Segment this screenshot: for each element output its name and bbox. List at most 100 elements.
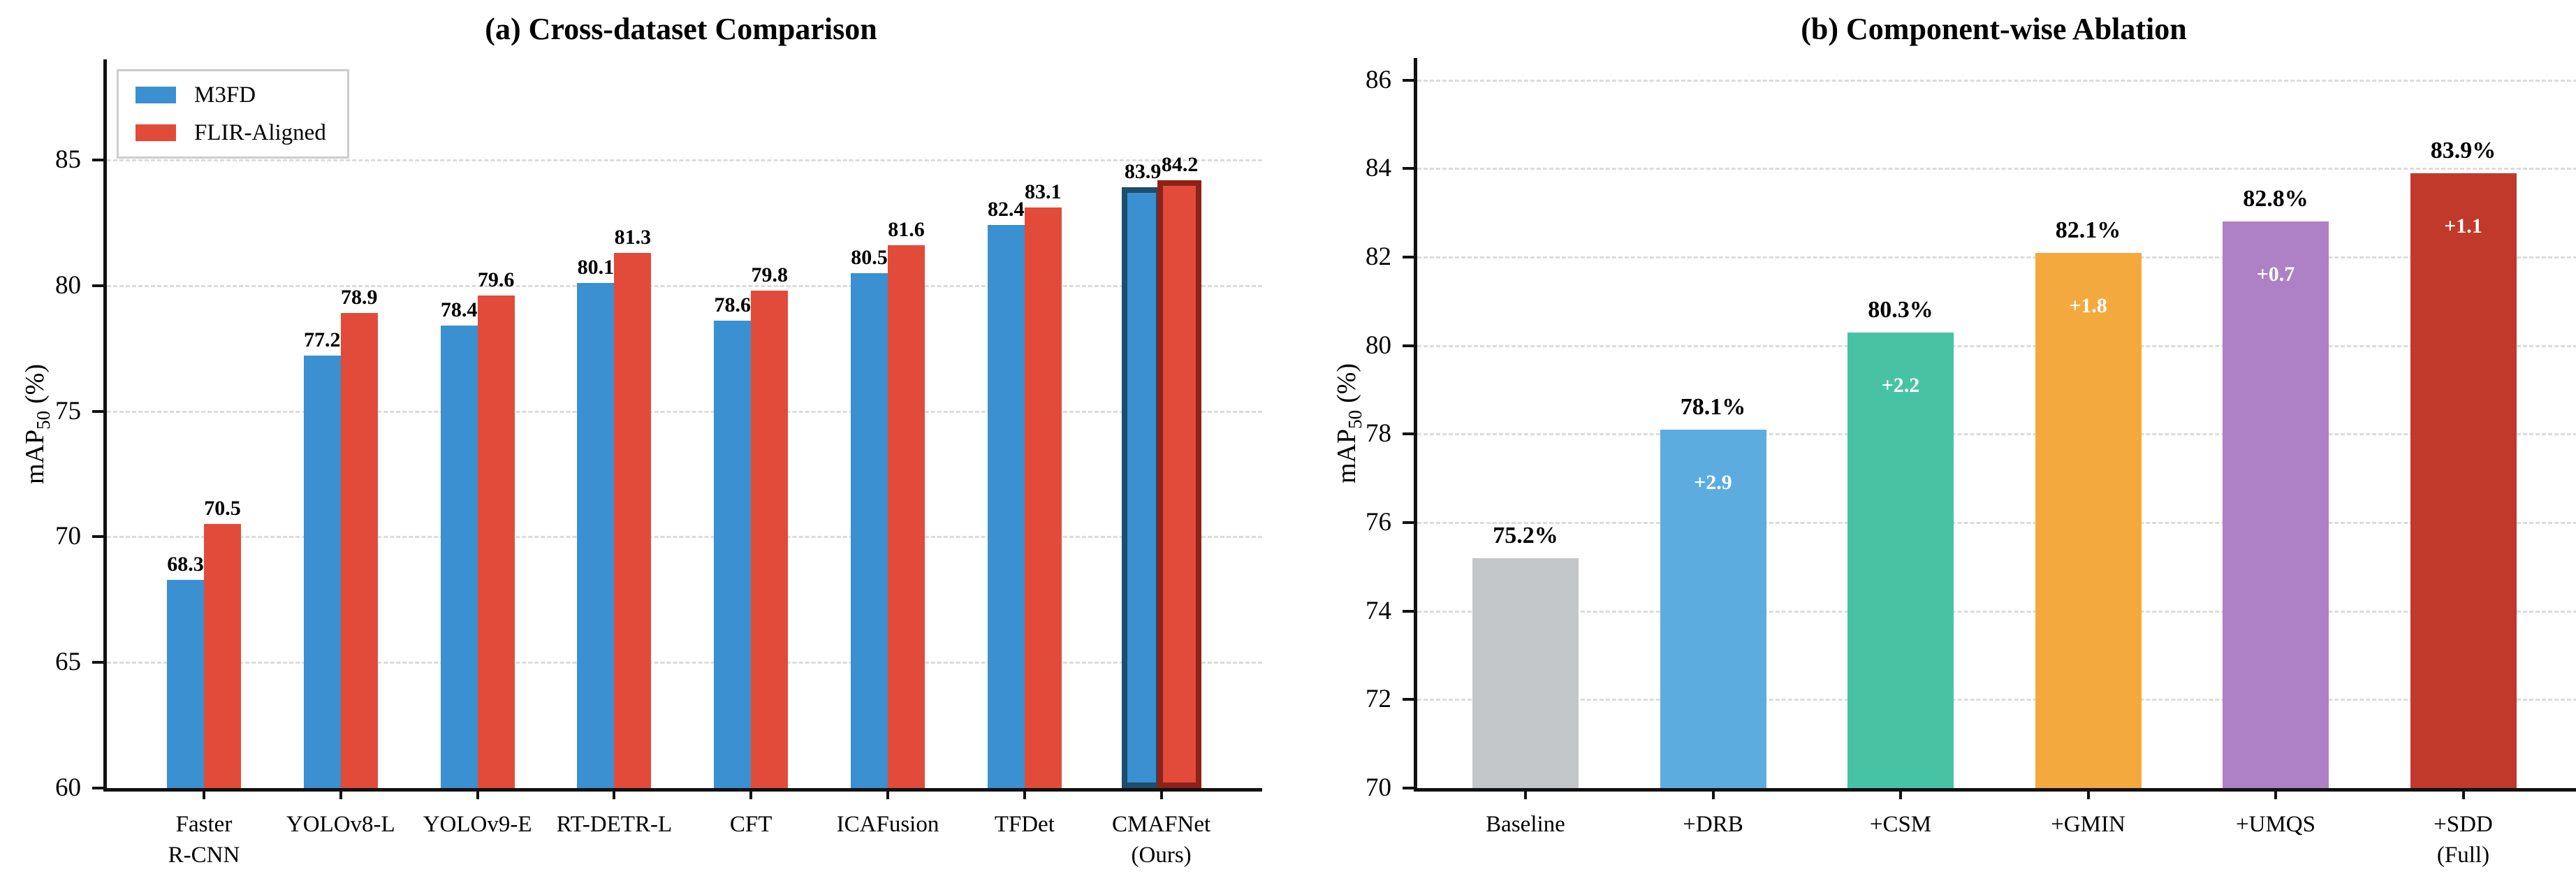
bar-value-label-flir-aligned-faster-r-cnn: 70.5 <box>204 497 241 520</box>
bar-sdd-full <box>2410 173 2517 788</box>
bar-delta-label-drb: +2.9 <box>1694 471 1732 494</box>
bar-m3fd-faster-r-cnn <box>167 579 204 788</box>
panel-a-title: (a) Cross-dataset Comparison <box>485 12 877 46</box>
bar-m3fd-rt-detr-l <box>577 283 615 788</box>
gridline-80 <box>107 284 1262 287</box>
x-tick-label-faster-r-cnn: Faster R-CNN <box>106 809 302 871</box>
y-tick-label-76: 76 <box>1366 508 1391 537</box>
y-axis-label-main: mAP <box>20 429 50 484</box>
panel-b-plot-area: 70 72 74 76 78 80 82 84 86 75.2% Baseline 78.1% +2.9… <box>1366 58 2576 868</box>
x-tick-label-tfdet: TFDet <box>927 809 1122 840</box>
gridline-86 <box>1417 79 2576 82</box>
x-tick-label-line: +SDD <box>2434 812 2493 837</box>
gridline-72 <box>1417 699 2576 701</box>
y-tick-mark-78 <box>1403 432 1414 436</box>
y-tick-label-60: 60 <box>55 773 81 802</box>
x-tick-mark-yolov8-l <box>339 788 342 799</box>
x-tick-label-line: +CSM <box>1869 812 1932 837</box>
x-tick-label-line: YOLOv8-L <box>286 812 395 837</box>
y-tick-mark-80 <box>1403 344 1414 347</box>
y-tick-label-85: 85 <box>55 145 81 174</box>
bar-delta-label-gmin: +1.8 <box>2069 293 2107 317</box>
y-tick-label-65: 65 <box>55 648 81 677</box>
x-tick-label-line: ICAFusion <box>836 812 939 837</box>
bar-flir-aligned-yolov9-e <box>477 296 515 788</box>
x-tick-mark-cft <box>749 788 753 799</box>
bar-value-label-flir-aligned-rt-detr-l: 81.3 <box>614 225 652 249</box>
bar-value-label-m3fd-rt-detr-l: 80.1 <box>577 256 615 279</box>
bar-drb <box>1660 430 1766 788</box>
gridline-76 <box>1417 522 2576 524</box>
bar-delta-label-umqs: +0.7 <box>2256 263 2295 286</box>
y-tick-mark-72 <box>1403 698 1414 701</box>
x-tick-label-line: YOLOv9-E <box>423 812 532 837</box>
gridline-80 <box>1417 344 2576 347</box>
y-tick-label-72: 72 <box>1366 685 1391 714</box>
x-tick-label-line: RT-DETR-L <box>556 812 673 837</box>
legend-item-m3fd: M3FD <box>136 82 326 108</box>
bar-value-label-baseline: 75.2% <box>1493 522 1558 548</box>
x-tick-mark-sdd-full <box>2461 788 2465 799</box>
x-tick-label-icafusion: ICAFusion <box>790 809 986 840</box>
x-tick-label-line: CMAFNet <box>1112 812 1211 837</box>
x-tick-mark-faster-r-cnn <box>203 788 205 799</box>
y-tick-label-84: 84 <box>1366 154 1391 183</box>
bar-value-label-m3fd-cmafnet-ours: 83.9 <box>1124 160 1162 184</box>
gridline-85 <box>107 159 1262 161</box>
x-tick-mark-rt-detr-l <box>613 788 616 799</box>
x-tick-label-gmin: +GMIN <box>1991 809 2186 840</box>
bar-value-label-sdd-full: 83.9% <box>2430 137 2496 163</box>
legend-swatch-flir-aligned <box>136 124 176 141</box>
bar-value-label-umqs: 82.8% <box>2243 186 2308 212</box>
gridline-65 <box>107 662 1262 664</box>
y-tick-mark-85 <box>92 158 103 161</box>
bar-value-label-flir-aligned-tfdet: 83.1 <box>1025 180 1062 204</box>
y-tick-label-80: 80 <box>1366 330 1391 360</box>
y-tick-label-82: 82 <box>1366 242 1391 271</box>
x-tick-label-drb: +DRB <box>1616 809 1811 840</box>
y-tick-mark-65 <box>92 661 103 664</box>
y-tick-label-80: 80 <box>55 270 81 300</box>
x-tick-label-line: TFDet <box>994 812 1055 837</box>
legend-item-flir-aligned: FLIR-Aligned <box>136 120 326 145</box>
y-tick-label-70: 70 <box>1366 773 1391 802</box>
y-tick-mark-86 <box>1403 78 1414 82</box>
x-tick-label-line: (Full) <box>2436 843 2490 868</box>
gridline-82 <box>1417 256 2576 258</box>
bar-value-label-flir-aligned-cmafnet-ours: 84.2 <box>1161 152 1199 176</box>
x-tick-label-yolov9-e: YOLOv9-E <box>380 809 576 840</box>
x-tick-mark-icafusion <box>886 788 889 799</box>
x-tick-mark-csm <box>1899 788 1902 799</box>
x-tick-mark-cmafnet-ours <box>1159 788 1163 799</box>
bar-value-label-flir-aligned-icafusion: 81.6 <box>888 218 925 242</box>
y-tick-mark-70 <box>1403 787 1414 789</box>
y-tick-mark-75 <box>92 409 103 413</box>
bar-value-label-drb: 78.1% <box>1680 394 1746 420</box>
bar-flir-aligned-yolov8-l <box>340 313 378 788</box>
bar-value-label-m3fd-yolov9-e: 78.4 <box>440 298 478 322</box>
x-tick-label-cft: CFT <box>653 809 849 840</box>
x-tick-mark-tfdet <box>1023 788 1026 799</box>
x-tick-label-line: Baseline <box>1486 812 1565 837</box>
y-tick-label-86: 86 <box>1366 65 1391 94</box>
bar-flir-aligned-faster-r-cnn <box>204 524 241 788</box>
bar-delta-label-sdd-full: +1.1 <box>2444 214 2482 238</box>
bar-umqs <box>2223 221 2329 788</box>
bar-value-label-gmin: 82.1% <box>2055 217 2121 243</box>
bar-m3fd-yolov9-e <box>440 326 478 788</box>
y-tick-label-74: 74 <box>1366 596 1391 625</box>
bar-m3fd-icafusion <box>851 272 888 788</box>
x-tick-label-line: +DRB <box>1683 812 1743 837</box>
bar-value-label-flir-aligned-cft: 79.8 <box>751 263 788 286</box>
x-tick-label-rt-detr-l: RT-DETR-L <box>516 809 712 840</box>
bar-value-label-m3fd-cft: 78.6 <box>714 293 751 317</box>
bar-m3fd-cft <box>714 321 752 788</box>
bar-m3fd-yolov8-l <box>303 356 341 788</box>
bar-m3fd-cmafnet-ours <box>1121 187 1162 788</box>
bar-flir-aligned-cft <box>751 290 789 788</box>
bar-value-label-m3fd-faster-r-cnn: 68.3 <box>167 552 204 576</box>
legend-label-flir-aligned: FLIR-Aligned <box>194 120 326 145</box>
y-tick-label-78: 78 <box>1366 419 1391 449</box>
x-tick-label-csm: +CSM <box>1803 809 1998 840</box>
